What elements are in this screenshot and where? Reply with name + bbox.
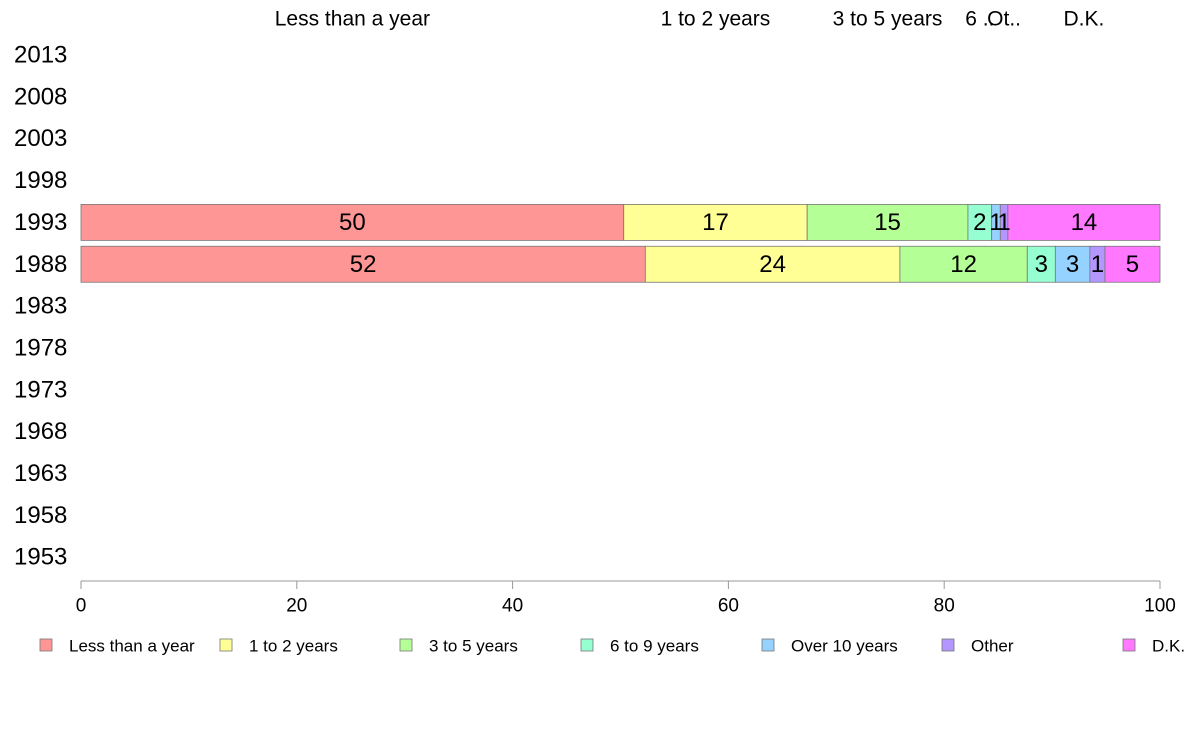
legend-label: D.K.: [1152, 637, 1185, 656]
year-label: 1973: [14, 376, 67, 403]
bar-value-label: 52: [350, 251, 377, 278]
legend-swatch: [39, 638, 53, 652]
bar-value-label: 2: [973, 209, 986, 236]
year-label: 1998: [14, 167, 67, 194]
top-category-label: Ot..: [987, 8, 1021, 31]
bar-segment: [1104, 245, 1161, 283]
x-tick-label: 60: [718, 596, 739, 617]
year-label: 1978: [14, 334, 67, 361]
x-tick-label: 20: [286, 596, 307, 617]
y-axis-year-labels: 2013 2008 2003 1998 1993 1988 1983 1978 1973 1968…: [14, 42, 67, 571]
top-category-label: 3 to 5 years: [833, 8, 943, 31]
bar-segments: [80, 203, 1161, 283]
bar-segment: [623, 203, 808, 241]
bar-value-label: 12: [950, 251, 977, 278]
year-label: 1963: [14, 460, 67, 487]
bar-value-label: 1: [1091, 251, 1104, 278]
legend-swatch: [580, 638, 594, 652]
bar-value-label: 24: [759, 251, 786, 278]
legend-label: 1 to 2 years: [249, 637, 338, 656]
legend-label: Over 10 years: [791, 637, 898, 656]
year-label: 1988: [14, 251, 67, 278]
legend-label: Less than a year: [69, 637, 195, 656]
year-label: 1968: [14, 418, 67, 445]
legend-swatch: [761, 638, 775, 652]
legend-label: 3 to 5 years: [429, 637, 518, 656]
legend: Less than a year 1 to 2 years 3 to 5 years…: [39, 637, 1185, 656]
top-category-label: Less than a year: [275, 8, 430, 31]
x-tick-label: 40: [502, 596, 523, 617]
bar-segment: [1054, 245, 1091, 283]
bar-value-label: 1: [989, 209, 1002, 236]
top-category-label: 1 to 2 years: [661, 8, 771, 31]
legend-swatch: [219, 638, 233, 652]
bar-value-label: 14: [1071, 209, 1098, 236]
legend-label: Other: [971, 637, 1014, 656]
x-tick-label: 0: [76, 596, 87, 617]
bar-value-label: 50: [339, 209, 366, 236]
bar-value-label: 15: [874, 209, 901, 236]
top-category-label: 6 ..: [965, 8, 994, 31]
bar-value-label: 17: [702, 209, 729, 236]
year-label: 1983: [14, 293, 67, 320]
bar-segment: [1026, 245, 1056, 283]
year-label: 1958: [14, 502, 67, 529]
bar-segment: [1007, 203, 1161, 241]
year-label: 1993: [14, 209, 67, 236]
legend-swatch: [399, 638, 413, 652]
top-category-label: D.K.: [1064, 8, 1105, 31]
legend-label: 6 to 9 years: [610, 637, 699, 656]
year-label: 1953: [14, 544, 67, 571]
bar-value-label: 3: [1035, 251, 1048, 278]
year-label: 2008: [14, 83, 67, 110]
x-tick-label: 100: [1144, 596, 1176, 617]
bar-segment: [644, 245, 901, 283]
x-tick-label: 80: [934, 596, 955, 617]
year-label: 2013: [14, 42, 67, 69]
legend-swatch: [941, 638, 955, 652]
top-category-labels: Less than a year 1 to 2 years 3 to 5 years…: [275, 8, 1105, 31]
legend-swatch: [1122, 638, 1136, 652]
year-label: 2003: [14, 125, 67, 152]
bar-value-label: 3: [1066, 251, 1079, 278]
x-axis: 0 20 40 60 80 100: [76, 580, 1176, 617]
bar-value-label: 1: [997, 209, 1010, 236]
bar-value-label: 5: [1126, 251, 1139, 278]
bar-segment: [899, 245, 1028, 283]
